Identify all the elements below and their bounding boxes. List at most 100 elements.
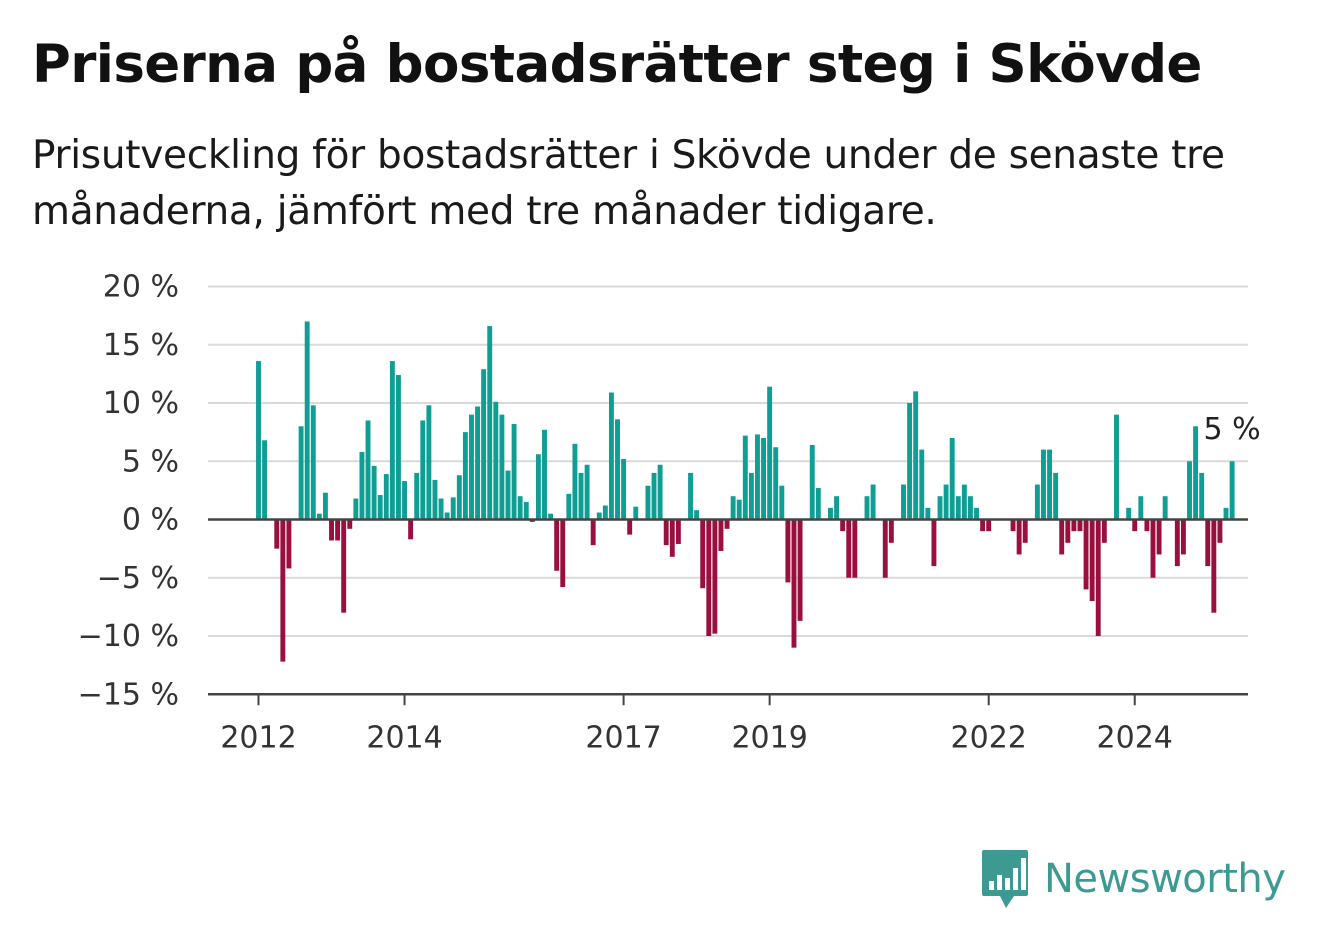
chart-title: Priserna på bostadsrätter steg i Skövde (32, 34, 1202, 95)
bar (736, 499, 742, 520)
bar (316, 513, 322, 520)
bar (371, 465, 377, 520)
bar (280, 519, 286, 662)
bar (1223, 507, 1229, 520)
bar (779, 485, 785, 520)
axes (208, 518, 1248, 696)
bar (572, 443, 578, 520)
bar (335, 519, 341, 541)
y-tick-label: 0 % (122, 503, 179, 538)
bar (761, 437, 767, 520)
gridlines (208, 285, 1248, 637)
bar (475, 406, 481, 520)
bar (1047, 449, 1052, 520)
y-tick-label: 20 % (103, 270, 179, 305)
bar (1180, 519, 1186, 555)
bar (286, 519, 292, 569)
bar (846, 519, 852, 578)
bar (256, 361, 261, 520)
x-tick-label: 2014 (366, 720, 442, 755)
bar (980, 519, 986, 532)
bar (1199, 472, 1205, 520)
annotations: 5 % (1204, 412, 1261, 447)
bar (791, 519, 797, 648)
bar (1065, 519, 1071, 543)
bar (420, 420, 426, 520)
x-tick-label: 2012 (220, 720, 296, 755)
bar (718, 519, 724, 551)
newsworthy-brand: Newsworthy (980, 848, 1286, 910)
bar (608, 392, 614, 520)
bar (828, 507, 833, 520)
bar (578, 472, 584, 520)
bar (1138, 496, 1144, 520)
bar (1083, 519, 1089, 590)
bar (1059, 519, 1065, 555)
bar (1193, 426, 1199, 520)
last-value-label: 5 % (1204, 412, 1261, 447)
x-tick-label: 2017 (585, 720, 661, 755)
bar (1034, 484, 1040, 520)
bars (256, 321, 1235, 662)
chart-subtitle: Prisutveckling för bostadsrätter i Skövd… (32, 133, 1225, 234)
bar (566, 493, 572, 520)
bar (694, 510, 700, 520)
bar (499, 414, 505, 520)
bar (438, 498, 444, 520)
bar (1022, 519, 1028, 543)
x-axis-ticks: 2012 2014 2017 2019 2022 2024 (220, 694, 1173, 755)
y-tick-label: −5 % (97, 561, 179, 596)
bar (675, 519, 681, 544)
bar (341, 519, 347, 613)
bar (919, 449, 925, 520)
bar (542, 429, 547, 520)
bar (700, 519, 706, 589)
bar (462, 432, 468, 520)
bar (785, 519, 791, 583)
bar (882, 519, 888, 578)
bar (870, 484, 876, 520)
bar (450, 497, 456, 520)
y-tick-label: 5 % (122, 444, 179, 479)
bar (426, 405, 432, 520)
bar (298, 426, 304, 520)
bar (669, 519, 675, 557)
bar (645, 485, 651, 520)
x-tick-label: 2022 (951, 720, 1027, 755)
bar (511, 423, 517, 520)
bar (1132, 519, 1138, 532)
brand-name: Newsworthy (1044, 856, 1286, 902)
bar (834, 496, 840, 520)
bar (767, 386, 773, 520)
bar (901, 484, 906, 520)
bar (706, 519, 712, 636)
bar (907, 403, 913, 520)
bar (1095, 519, 1101, 636)
x-tick-label: 2019 (731, 720, 807, 755)
bar (809, 444, 815, 520)
bar (469, 414, 474, 520)
bar (554, 519, 560, 571)
bar (1156, 519, 1162, 555)
bar (615, 419, 620, 520)
bar (402, 481, 407, 520)
bar (377, 495, 383, 520)
bar (943, 484, 949, 520)
bar (937, 496, 943, 520)
bar (1101, 519, 1107, 543)
bar (456, 475, 462, 520)
bar (627, 519, 633, 535)
bar (663, 519, 669, 546)
bar (986, 519, 992, 532)
bar (383, 474, 389, 520)
bar (925, 507, 931, 520)
bar (949, 437, 955, 520)
y-tick-label: −15 % (78, 677, 179, 712)
bar (408, 519, 414, 540)
bar (584, 464, 590, 520)
bar (560, 519, 566, 588)
bar (517, 496, 523, 520)
bar (1205, 519, 1211, 567)
bar (815, 488, 821, 520)
